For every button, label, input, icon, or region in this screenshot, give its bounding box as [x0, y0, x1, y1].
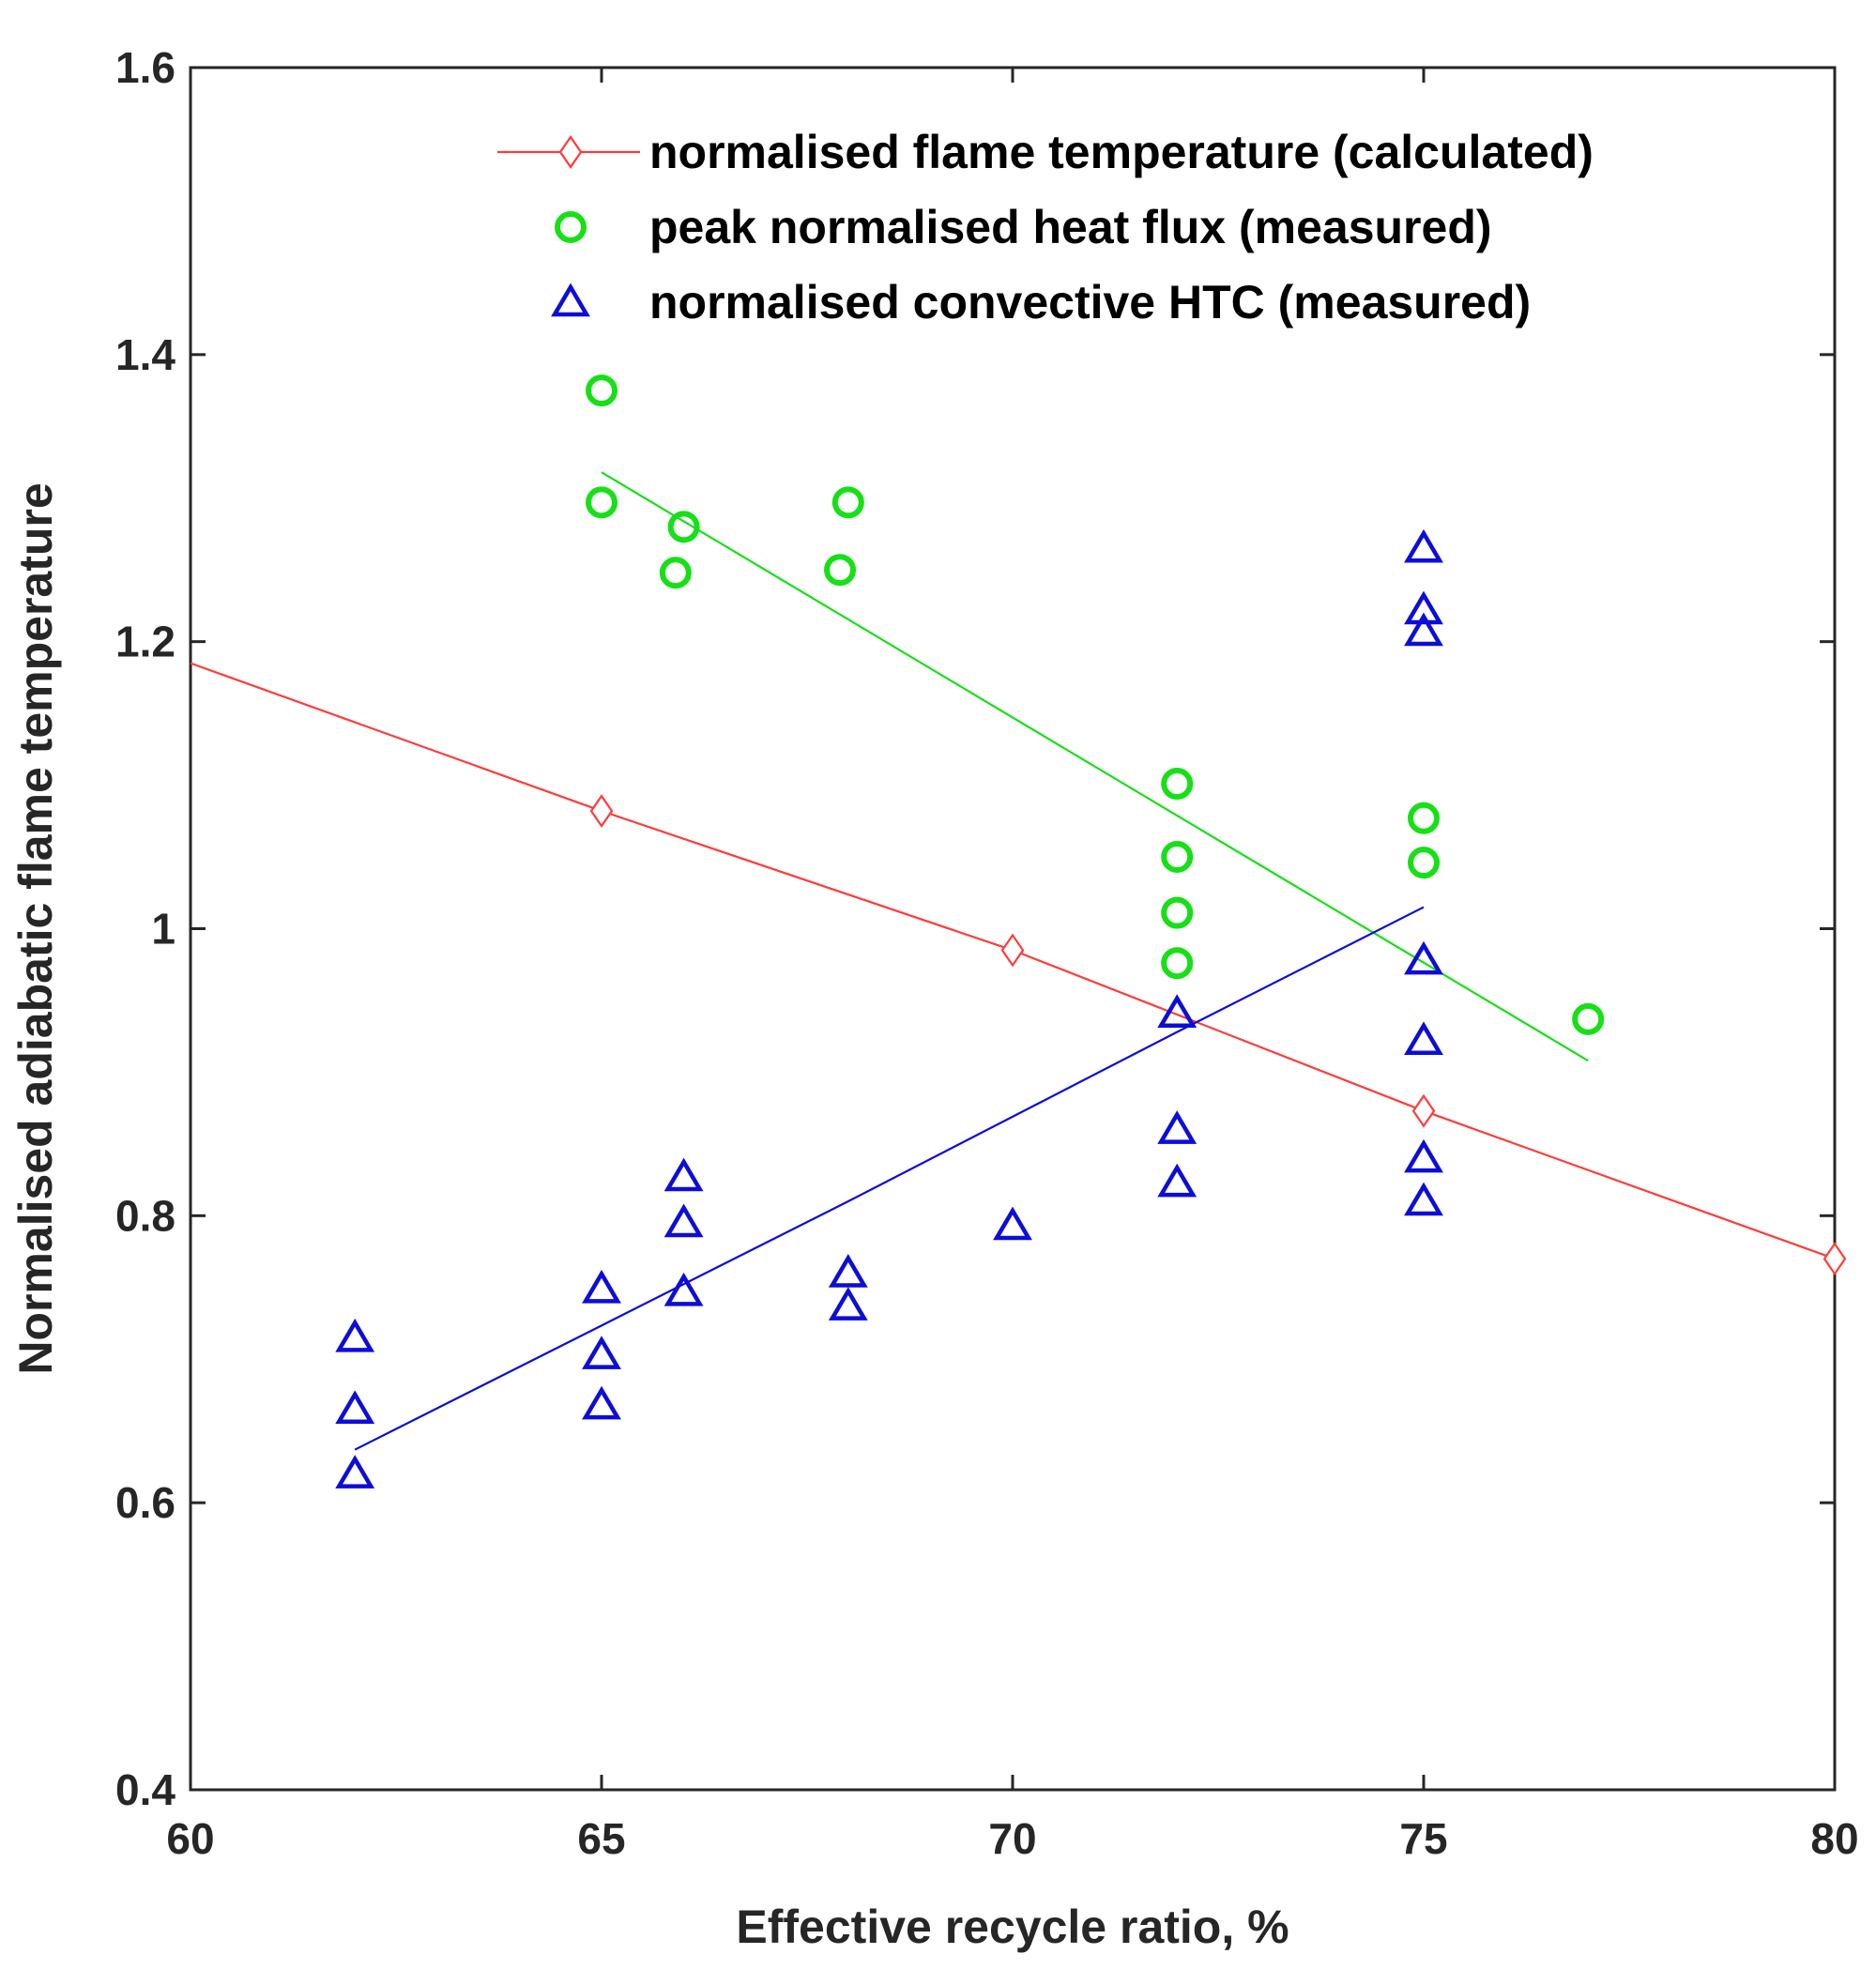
legend-circle-shape: [555, 211, 587, 243]
y-axis-title: Normalised adiabatic flame temperature: [9, 482, 62, 1374]
axis-ticks: [189, 66, 1837, 1792]
heat-flux-point: [831, 486, 864, 519]
convective-htc-point: [1404, 590, 1443, 625]
x-tick-label: 70: [988, 1814, 1036, 1863]
x-tick-label: 75: [1399, 1814, 1447, 1863]
heat-flux-point: [1161, 947, 1194, 980]
legend-entry-flame-temperature: normalised flame temperature (calculated…: [649, 126, 1594, 178]
y-tick-label: 0.8: [115, 1191, 175, 1240]
convective-htc-point: [663, 1157, 704, 1192]
convective-htc-point: [1404, 1182, 1443, 1216]
x-tick-label: 60: [166, 1814, 214, 1863]
convective-htc-point: [1404, 1021, 1443, 1056]
convective-htc-point: [1404, 528, 1443, 563]
legend-triangle-marker: [551, 282, 590, 317]
heat-flux-point: [824, 554, 857, 587]
convective-htc-point: [582, 1385, 621, 1420]
legend: normalised flame temperature (calculated…: [497, 126, 1594, 328]
convective-htc-point: [1157, 994, 1197, 1028]
legend-entry-convective-htc: normalised convective HTC (measured): [649, 276, 1531, 328]
legend-circle-marker: [555, 211, 587, 243]
convective-htc-point: [663, 1203, 704, 1238]
convective-htc-point: [582, 1269, 621, 1304]
heat-flux-point: [1408, 847, 1440, 879]
axis-tick-labels: 60 65 70 75 80 0.4 0.6 0.8 1 1.2 1.4 1.6: [115, 43, 1859, 1863]
heat-flux-point: [586, 374, 618, 407]
y-tick-label: 1.6: [115, 43, 175, 92]
legend-diamond-shape: [558, 135, 583, 169]
heat-flux-point: [586, 486, 618, 519]
heat-flux-point: [1572, 1002, 1605, 1035]
legend-entry-heat-flux: peak normalised heat flux (measured): [649, 201, 1492, 253]
htc-trend-line: [354, 906, 1425, 1451]
y-tick-label: 0.4: [115, 1765, 175, 1814]
data-markers: [335, 374, 1847, 1489]
flame-temperature-point: [1000, 933, 1025, 968]
heat-flux-point: [1161, 841, 1194, 874]
convective-htc-point: [335, 1390, 375, 1425]
heat-flux-point: [659, 557, 692, 589]
flame-temperature-point: [1823, 1242, 1847, 1276]
heat-flux-point: [1408, 802, 1440, 834]
convective-htc-point: [1404, 612, 1443, 647]
convective-htc-point: [1404, 1138, 1443, 1173]
convective-htc-point: [1157, 1163, 1197, 1198]
heat-flux-trend-line: [601, 471, 1589, 1062]
convective-htc-point: [582, 1336, 621, 1369]
heat-flux-point: [667, 511, 700, 543]
flame-temperature-point: [1411, 1093, 1436, 1128]
heat-flux-point: [1161, 896, 1194, 929]
y-tick-label: 1.4: [115, 330, 175, 379]
legend-triangle-shape: [551, 282, 590, 317]
x-axis-title: Effective recycle ratio, %: [736, 1901, 1289, 1953]
convective-htc-point: [335, 1455, 375, 1489]
y-tick-label: 1: [151, 905, 175, 954]
convective-htc-point: [335, 1318, 375, 1352]
convective-htc-point: [1157, 1110, 1197, 1144]
x-tick-label: 80: [1810, 1814, 1858, 1863]
convective-htc-point: [663, 1272, 704, 1306]
x-tick-label: 65: [577, 1814, 625, 1863]
flame-temperature-point: [589, 794, 614, 829]
y-tick-label: 1.2: [115, 618, 175, 666]
legend-diamond-marker: [558, 135, 583, 169]
y-tick-label: 0.6: [115, 1478, 175, 1527]
convective-htc-point: [993, 1206, 1032, 1241]
heat-flux-point: [1161, 768, 1194, 801]
convective-htc-point: [828, 1287, 868, 1321]
convective-htc-point: [828, 1254, 868, 1288]
convective-htc-point: [1404, 940, 1443, 975]
